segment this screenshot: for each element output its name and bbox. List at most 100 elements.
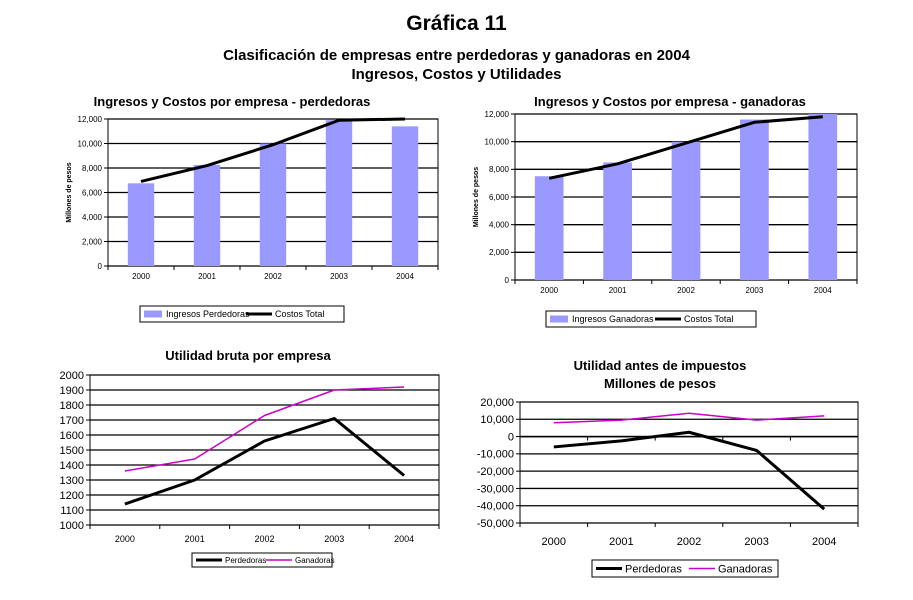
chart-4: Utilidad antes de impuestos Millones de p… (477, 358, 859, 578)
legend-label: Costos Total (275, 309, 324, 319)
x-tick-label: 2003 (746, 286, 764, 295)
legend-box (191, 552, 333, 568)
y-tick-label: 1000 (60, 520, 84, 532)
y-tick-label: 4,000 (82, 213, 103, 222)
y-tick-label: -20,000 (477, 466, 514, 478)
y-tick-label: 8,000 (489, 165, 510, 174)
plot-area (519, 401, 859, 524)
legend-label: Ingresos Ganadoras (572, 314, 654, 324)
legend-label: Perdedoras (225, 556, 266, 565)
legend-box (545, 310, 757, 328)
bar-2000 (127, 183, 155, 266)
chart-3: Utilidad bruta por empresa 1000 1100 1200 13… (60, 348, 440, 568)
y-tick-label: 1900 (60, 385, 84, 397)
x-tick-label: 2001 (185, 534, 205, 544)
y-tick-label: -10,000 (477, 449, 514, 461)
y-tick-label: 1300 (60, 475, 84, 487)
legend: Perdedoras Ganadoras (191, 552, 335, 568)
y-tick-label: 0 (505, 276, 510, 285)
bar-2001 (193, 164, 221, 266)
x-tick-label: 2004 (814, 286, 832, 295)
y-tick-label: 0 (508, 431, 514, 443)
x-tick-label: 2003 (744, 536, 768, 548)
x-tick-label: 2000 (132, 272, 150, 281)
y-tick-label: 1100 (60, 505, 84, 517)
legend-label: Perdedoras (625, 563, 682, 575)
y-tick-label: 1600 (60, 430, 84, 442)
legend: Perdedoras Ganadoras (591, 559, 779, 578)
page-subtitle-line2: Ingresos, Costos y Utilidades (351, 66, 562, 83)
y-tick-label: 4,000 (489, 220, 510, 229)
y-tick-label: 6,000 (489, 193, 510, 202)
y-tick-label: 0 (98, 262, 103, 271)
x-tick-label: 2004 (394, 534, 414, 544)
series-line-ganadoras (553, 412, 825, 424)
y-tick-label: 12,000 (485, 110, 510, 119)
chart-title: Ingresos y Costos por empresa - perdedor… (94, 94, 371, 109)
chart-title: Utilidad antes de impuestos (574, 358, 747, 373)
x-tick-label: 2000 (540, 286, 558, 295)
legend-box (139, 305, 345, 323)
bar-2003 (740, 119, 769, 281)
legend-label: Ganadoras (718, 563, 773, 575)
series-line-perdedoras (124, 417, 406, 506)
x-tick-label: 2001 (609, 536, 633, 548)
page-subtitle-line1: Clasificación de empresas entre perdedor… (223, 47, 690, 64)
bar-2001 (603, 162, 632, 280)
bar-2003 (325, 120, 353, 266)
chart-title: Utilidad bruta por empresa (165, 348, 331, 363)
y-tick-label: 2000 (60, 370, 84, 382)
x-tick-label: 2000 (542, 536, 566, 548)
y-tick-label: 8,000 (82, 164, 103, 173)
x-tick-label: 2004 (396, 272, 414, 281)
series-line-costos-total (140, 117, 406, 183)
series-line-ganadoras (124, 386, 405, 472)
y-tick-label: -30,000 (477, 483, 514, 495)
y-tick-label: 10,000 (485, 137, 510, 146)
y-tick-label: 10,000 (480, 414, 514, 426)
legend-label: Ganadoras (295, 556, 335, 565)
chart-2: Ingresos y Costos por empresa - ganadora… (473, 94, 858, 328)
x-tick-label: 2003 (324, 534, 344, 544)
y-tick-label: 1500 (60, 445, 84, 457)
x-tick-label: 2001 (609, 286, 627, 295)
chart-1: Ingresos y Costos por empresa - perdedor… (66, 94, 439, 323)
y-tick-label: 1200 (60, 490, 84, 502)
x-tick-label: 2002 (677, 286, 695, 295)
y-tick-label: -40,000 (477, 501, 514, 513)
x-tick-label: 2002 (677, 536, 701, 548)
y-tick-label: 20,000 (480, 397, 514, 409)
chart-title-line2: Millones de pesos (604, 376, 716, 391)
legend-swatch (144, 310, 162, 318)
legend: Ingresos Perdedoras Costos Total (139, 305, 345, 323)
x-tick-label: 2004 (812, 536, 836, 548)
series-line-costos-total (548, 115, 823, 180)
bar-2000 (534, 176, 564, 280)
legend-label: Costos Total (684, 314, 733, 324)
x-tick-label: 2001 (198, 272, 216, 281)
y-tick-label: 12,000 (78, 115, 103, 124)
legend-swatch (550, 315, 568, 323)
series-line-perdedoras (553, 430, 826, 511)
y-tick-label: 10,000 (78, 139, 103, 148)
y-tick-label: 2,000 (489, 248, 510, 257)
y-tick-label: 1800 (60, 400, 84, 412)
bar-2004 (808, 114, 838, 280)
y-tick-label: -50,000 (477, 518, 514, 530)
y-axis-label: Millones de pesos (473, 167, 480, 227)
bar-2002 (259, 143, 287, 266)
legend: Ingresos Ganadoras Costos Total (545, 310, 757, 328)
y-tick-label: 1700 (60, 415, 84, 427)
x-tick-label: 2003 (330, 272, 348, 281)
y-tick-label: 1400 (60, 460, 84, 472)
legend-box (591, 559, 779, 578)
y-axis-label: Millones de pesos (66, 162, 73, 222)
legend-label: Ingresos Perdedoras (166, 309, 250, 319)
y-tick-label: 6,000 (82, 188, 103, 197)
bar-2002 (671, 141, 701, 280)
chart-title: Ingresos y Costos por empresa - ganadora… (534, 94, 806, 109)
x-tick-label: 2000 (115, 534, 135, 544)
x-tick-label: 2002 (264, 272, 282, 281)
x-tick-label: 2002 (254, 534, 274, 544)
